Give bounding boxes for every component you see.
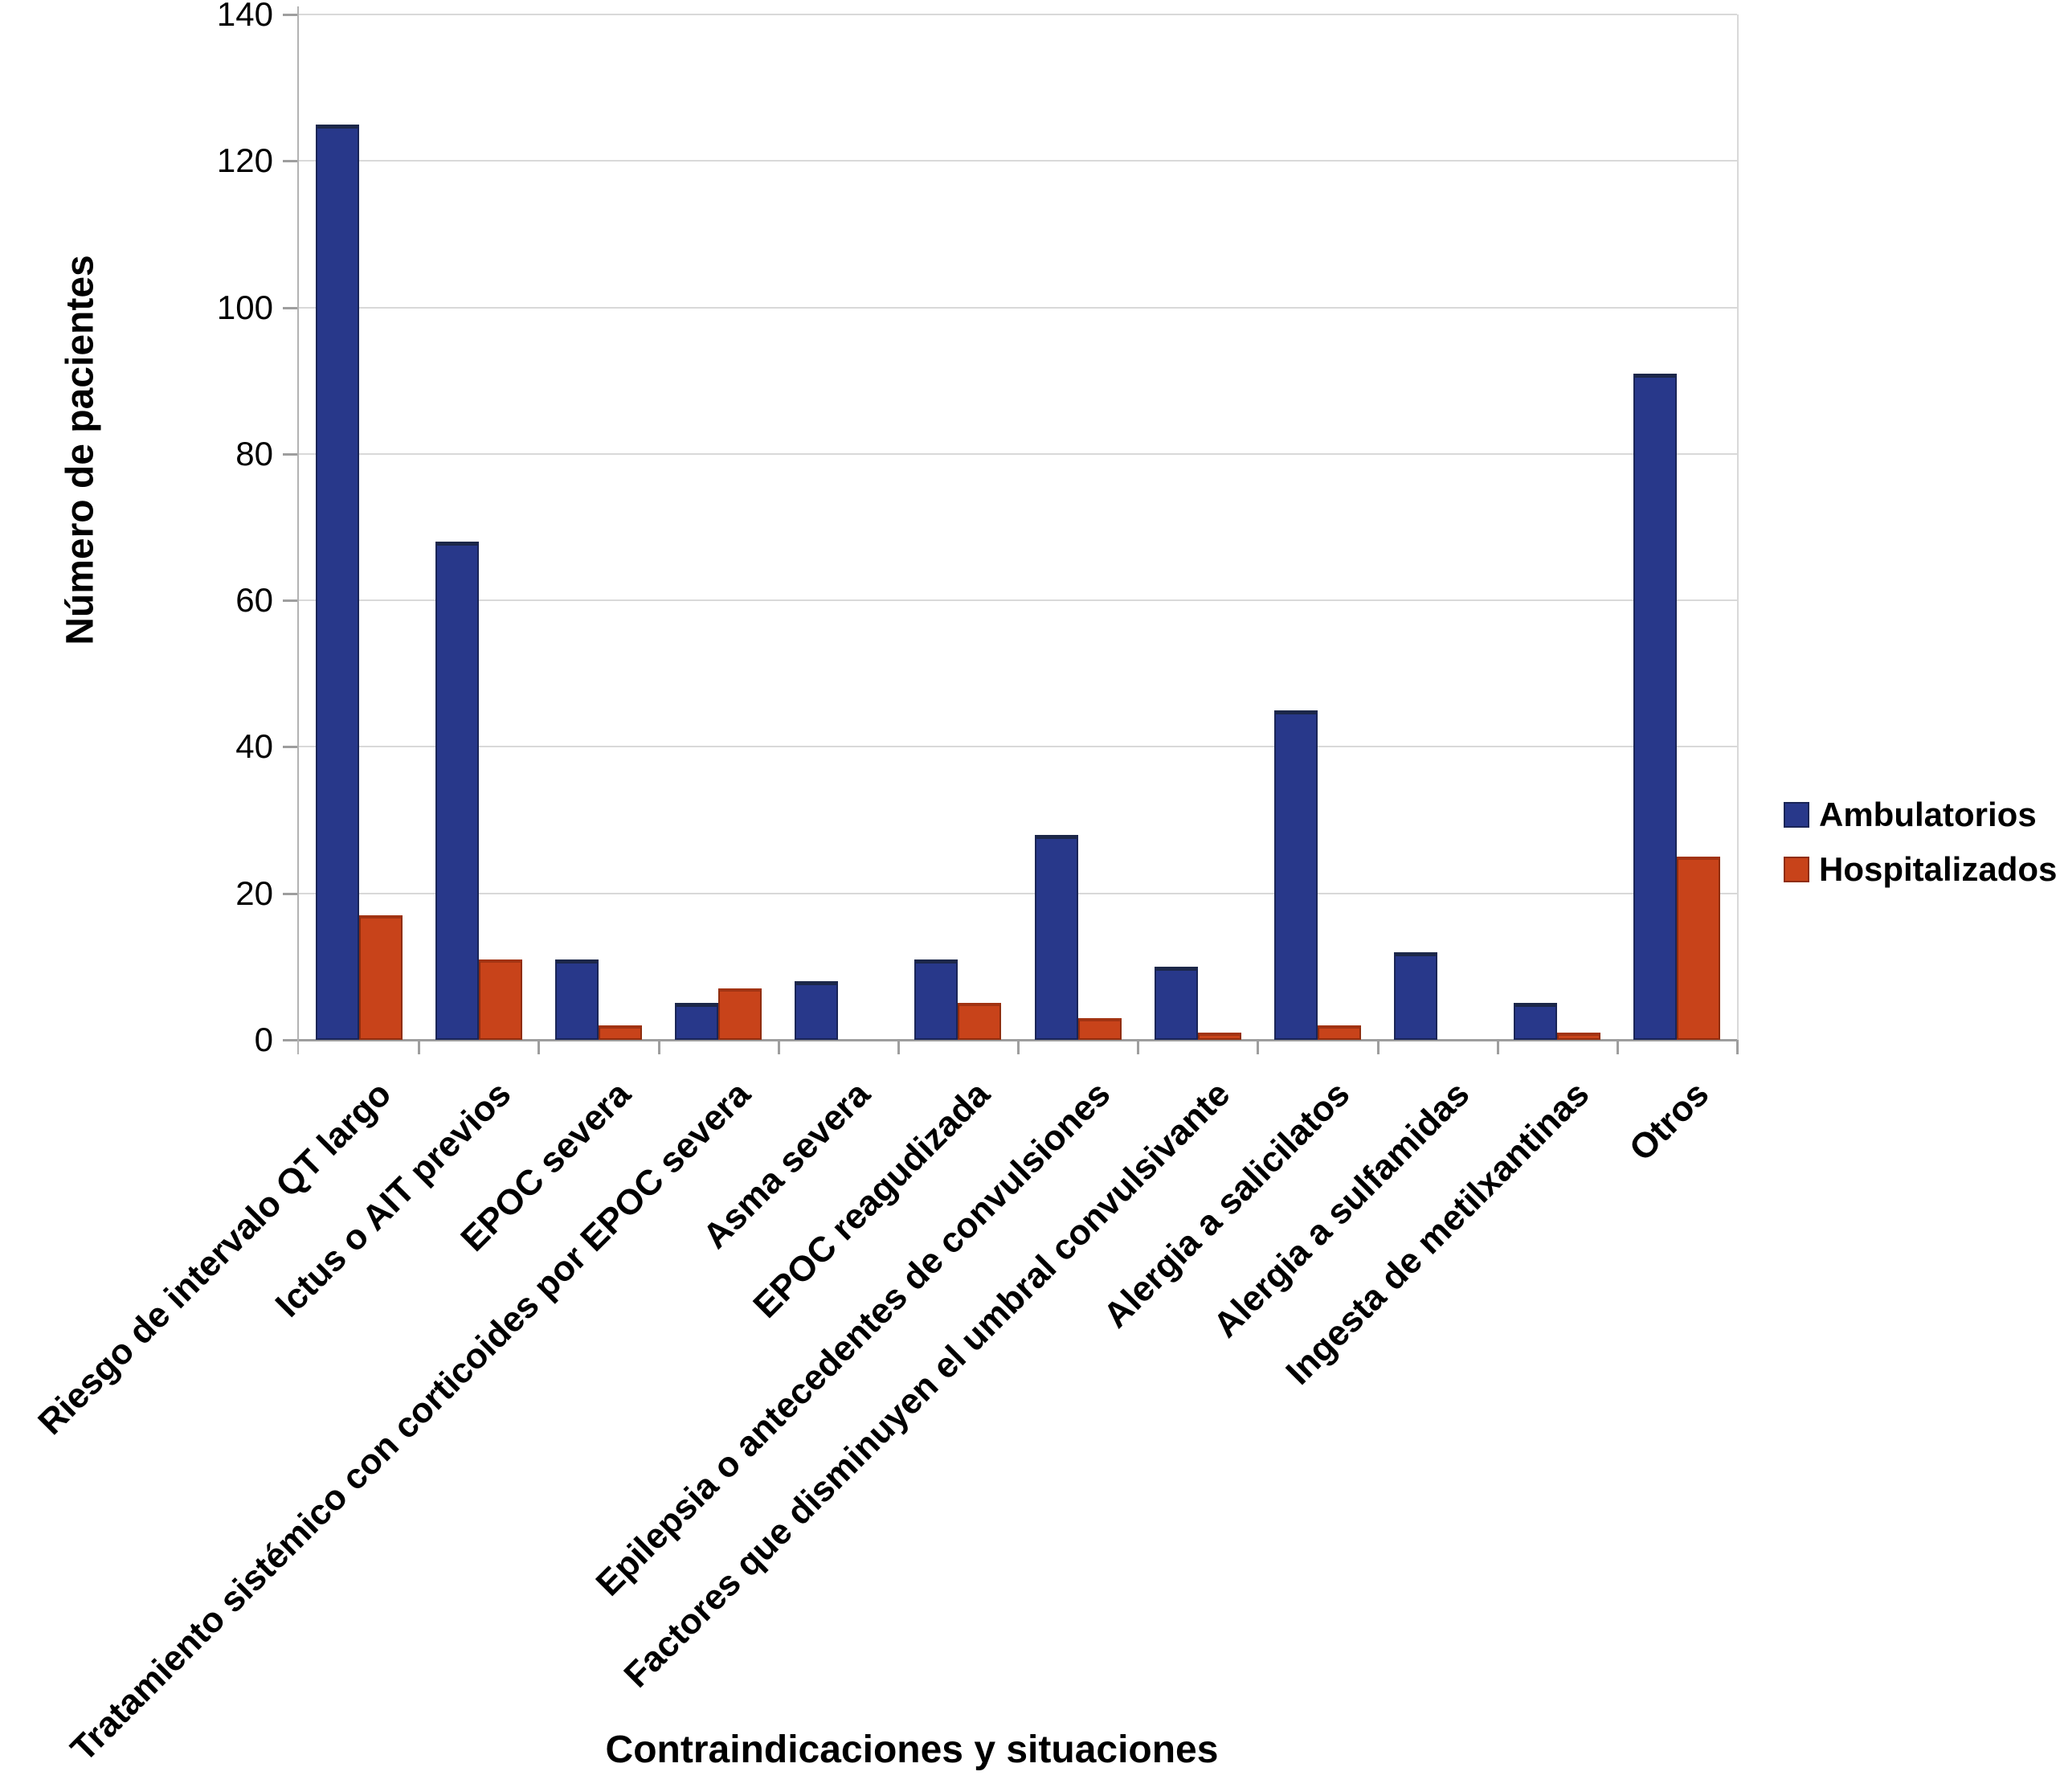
y-tick-label-80: 80 <box>235 434 273 473</box>
bar-hospitalizados-2 <box>478 959 522 1040</box>
y-tick-60 <box>283 599 299 603</box>
y-tick-20 <box>283 892 299 895</box>
x-tick-1 <box>418 1040 421 1054</box>
x-axis-title: Contraindicaciones y situaciones <box>605 1729 1219 1771</box>
x-category-label-1: Riesgo de intervalo QT largo <box>30 1074 399 1442</box>
bar-hospitalizados-12 <box>1677 857 1721 1040</box>
legend-item-hospitalizados: Hospitalizados <box>1784 850 2056 889</box>
bar-ambulatorios-7 <box>1034 834 1078 1040</box>
bar-hospitalizados-11 <box>1557 1032 1601 1040</box>
bar-hospitalizados-8 <box>1197 1032 1241 1040</box>
gridline-60 <box>299 599 1737 602</box>
y-tick-40 <box>283 746 299 749</box>
x-tick-3 <box>657 1040 660 1054</box>
legend-label-hospitalizados: Hospitalizados <box>1819 850 2056 888</box>
plot-right-border <box>1737 14 1739 1040</box>
x-tick-2 <box>538 1040 541 1054</box>
bar-ambulatorios-8 <box>1154 966 1198 1040</box>
x-tick-11 <box>1616 1040 1619 1054</box>
legend-swatch-ambulatorios <box>1784 802 1809 828</box>
x-tick-9 <box>1376 1040 1380 1054</box>
y-tick-label-40: 40 <box>235 727 273 766</box>
y-tick-label-100: 100 <box>216 288 273 326</box>
bar-ambulatorios-9 <box>1273 710 1318 1040</box>
y-tick-label-60: 60 <box>235 581 273 620</box>
y-tick-100 <box>283 306 299 309</box>
x-tick-6 <box>1017 1040 1020 1054</box>
bar-ambulatorios-12 <box>1633 373 1678 1040</box>
legend-label-ambulatorios: Ambulatorios <box>1819 796 2037 833</box>
bar-hospitalizados-4 <box>718 988 762 1040</box>
y-tick-label-120: 120 <box>216 141 273 180</box>
y-tick-140 <box>283 14 299 16</box>
gridline-120 <box>299 160 1737 162</box>
x-tick-12 <box>1736 1040 1739 1054</box>
bar-ambulatorios-1 <box>315 124 359 1040</box>
gridline-20 <box>299 892 1737 894</box>
bar-ambulatorios-3 <box>554 959 599 1040</box>
bar-hospitalizados-6 <box>958 1003 1002 1040</box>
gridline-40 <box>299 746 1737 748</box>
gridline-80 <box>299 452 1737 455</box>
bar-ambulatorios-4 <box>675 1003 719 1040</box>
x-tick-10 <box>1496 1040 1499 1054</box>
bar-hospitalizados-9 <box>1317 1025 1361 1040</box>
y-tick-0 <box>283 1039 299 1041</box>
bar-ambulatorios-10 <box>1394 951 1438 1040</box>
y-axis-line <box>297 6 299 1054</box>
y-tick-80 <box>283 452 299 456</box>
x-tick-8 <box>1257 1040 1260 1054</box>
x-tick-5 <box>897 1040 900 1054</box>
x-tick-4 <box>777 1040 780 1054</box>
bar-ambulatorios-11 <box>1514 1003 1558 1040</box>
legend-item-ambulatorios: Ambulatorios <box>1784 796 2056 834</box>
bar-hospitalizados-1 <box>358 915 403 1040</box>
y-tick-label-20: 20 <box>235 873 273 912</box>
y-tick-label-140: 140 <box>216 0 273 33</box>
bar-ambulatorios-2 <box>435 542 479 1040</box>
gridline-100 <box>299 306 1737 309</box>
y-tick-label-0: 0 <box>254 1021 273 1058</box>
bar-hospitalizados-3 <box>598 1025 642 1040</box>
gridline-140 <box>299 14 1737 15</box>
bar-ambulatorios-6 <box>914 959 959 1040</box>
bar-ambulatorios-5 <box>795 981 839 1040</box>
bar-hospitalizados-7 <box>1077 1017 1122 1040</box>
y-tick-120 <box>283 160 299 163</box>
legend: Ambulatorios Hospitalizados <box>1784 796 2056 889</box>
legend-swatch-hospitalizados <box>1784 857 1809 882</box>
x-tick-7 <box>1137 1040 1140 1054</box>
